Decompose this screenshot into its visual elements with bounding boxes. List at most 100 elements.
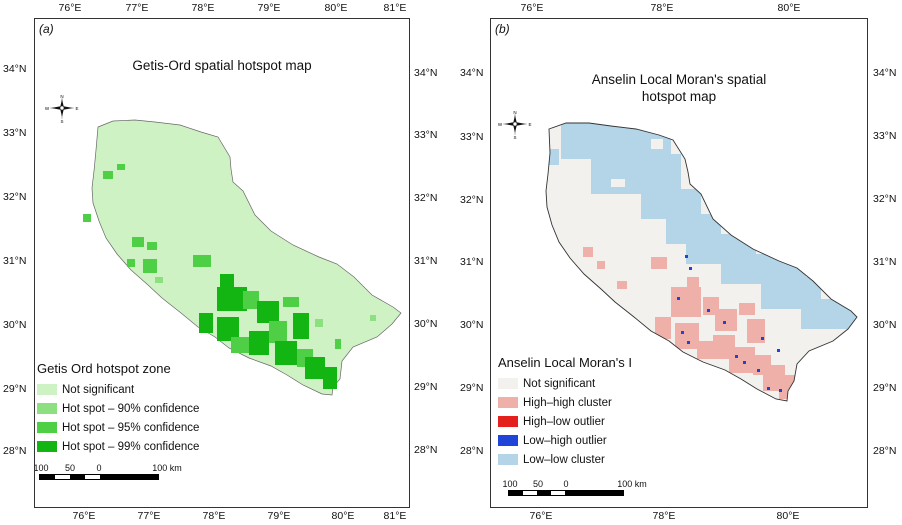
lat-tick-right: 34°N xyxy=(873,67,897,79)
legend-swatch xyxy=(498,397,518,408)
map-frame: (a) Getis-Ord spatial hotspot map N S W … xyxy=(34,18,410,508)
lat-tick-right: 31°N xyxy=(414,255,438,267)
panel-anselin-moran: 76°E 78°E 80°E 76°E 78°E 80°E 34°N 33°N … xyxy=(457,0,902,525)
lon-tick-top: 80°E xyxy=(777,2,801,14)
legend-swatch xyxy=(37,403,57,414)
legend-label: Not significant xyxy=(62,383,135,396)
lon-tick-bottom: 76°E xyxy=(72,510,96,522)
lon-tick-top: 78°E xyxy=(191,2,215,14)
lat-tick-right: 30°N xyxy=(414,318,438,330)
svg-text:S: S xyxy=(60,119,63,123)
lon-tick-top: 77°E xyxy=(125,2,149,14)
scale-bar: 100 50 0 100 km xyxy=(35,463,182,480)
lat-tick-right: 34°N xyxy=(414,67,438,79)
lat-tick-right: 30°N xyxy=(873,319,897,331)
legend-swatch xyxy=(498,416,518,427)
legend-swatch xyxy=(37,422,57,433)
legend-label: Hot spot – 95% confidence xyxy=(62,421,200,434)
study-area-boundary xyxy=(91,119,402,396)
lat-tick-left: 34°N xyxy=(3,63,27,75)
lon-tick-bottom: 78°E xyxy=(652,510,676,522)
lon-tick-bottom: 79°E xyxy=(267,510,291,522)
lat-tick-left: 29°N xyxy=(460,382,484,394)
lat-tick-left: 31°N xyxy=(460,256,484,268)
study-area-map xyxy=(545,122,858,402)
lon-tick-bottom: 80°E xyxy=(331,510,355,522)
legend-title: Getis Ord hotspot zone xyxy=(37,361,171,376)
legend-item: Hot spot – 90% confidence xyxy=(37,399,199,418)
lat-tick-left: 32°N xyxy=(3,191,27,203)
legend-swatch xyxy=(498,454,518,465)
lat-tick-left: 33°N xyxy=(3,127,27,139)
panel-label: (a) xyxy=(39,22,54,36)
lat-tick-left: 30°N xyxy=(460,319,484,331)
lon-tick-top: 78°E xyxy=(650,2,674,14)
lon-tick-bottom: 76°E xyxy=(529,510,553,522)
scale-label: 0 xyxy=(96,463,102,473)
legend: Anselin Local Moran's I Not significant … xyxy=(498,355,632,469)
lat-tick-right: 31°N xyxy=(873,256,897,268)
lat-tick-left: 28°N xyxy=(3,445,27,457)
hotspot-cells xyxy=(83,164,376,389)
map-title-line: Anselin Local Moran's spatial xyxy=(591,72,767,87)
svg-text:W: W xyxy=(498,122,503,127)
legend-title: Anselin Local Moran's I xyxy=(498,355,632,370)
lat-tick-right: 29°N xyxy=(873,382,897,394)
lat-tick-right: 28°N xyxy=(414,444,438,456)
lat-tick-left: 30°N xyxy=(3,319,27,331)
svg-text:W: W xyxy=(45,106,50,111)
lon-tick-top: 79°E xyxy=(257,2,281,14)
legend-swatch xyxy=(498,378,518,389)
legend-item: High–high cluster xyxy=(498,393,632,412)
scale-label: 100 km xyxy=(617,479,647,489)
lon-tick-top: 76°E xyxy=(58,2,82,14)
legend-item: Low–low cluster xyxy=(498,450,632,469)
lon-tick-bottom: 78°E xyxy=(202,510,226,522)
legend-item: Low–high outlier xyxy=(498,431,632,450)
map-title: Anselin Local Moran's spatial hotspot ma… xyxy=(491,71,867,105)
legend-item: Not significant xyxy=(37,380,199,399)
scale-label: 50 xyxy=(64,463,76,473)
map-frame: (b) Anselin Local Moran's spatial hotspo… xyxy=(490,18,868,508)
panel-label: (b) xyxy=(495,22,510,36)
legend-label: Low–low cluster xyxy=(523,453,605,466)
study-area-map xyxy=(83,119,402,396)
lon-tick-bottom: 81°E xyxy=(383,510,407,522)
legend-label: Not significant xyxy=(523,377,596,390)
scale-label: 100 xyxy=(502,479,518,489)
lat-tick-left: 29°N xyxy=(3,383,27,395)
legend-item: Hot spot – 95% confidence xyxy=(37,418,199,437)
legend-label: High–low outlier xyxy=(523,415,605,428)
lat-tick-left: 34°N xyxy=(460,67,484,79)
lon-tick-top: 76°E xyxy=(520,2,544,14)
legend-item: Hot spot – 99% confidence xyxy=(37,437,199,456)
svg-text:N: N xyxy=(60,94,63,99)
legend-label: Low–high outlier xyxy=(523,434,607,447)
lon-tick-top: 81°E xyxy=(383,2,407,14)
legend-item: High–low outlier xyxy=(498,412,632,431)
scale-label: 50 xyxy=(532,479,544,489)
lat-tick-right: 33°N xyxy=(873,130,897,142)
lon-tick-bottom: 77°E xyxy=(137,510,161,522)
scale-label: 100 xyxy=(34,463,49,473)
panel-getis-ord: 76°E 77°E 78°E 79°E 80°E 81°E 76°E 77°E … xyxy=(0,0,445,525)
svg-text:E: E xyxy=(528,122,531,127)
svg-text:S: S xyxy=(513,135,516,139)
legend: Getis Ord hotspot zone Not significant H… xyxy=(37,361,199,456)
scale-label: 100 km xyxy=(152,463,182,473)
lat-tick-right: 32°N xyxy=(873,193,897,205)
lat-tick-right: 33°N xyxy=(414,129,438,141)
lon-tick-bottom: 80°E xyxy=(776,510,800,522)
map-title: Getis-Ord spatial hotspot map xyxy=(132,58,312,73)
scale-bar: 100 50 0 100 km xyxy=(502,479,647,496)
legend-swatch xyxy=(37,384,57,395)
lat-tick-left: 32°N xyxy=(460,194,484,206)
legend-swatch xyxy=(37,441,57,452)
map-title-line: hotspot map xyxy=(641,89,717,104)
lat-tick-left: 28°N xyxy=(460,445,484,457)
lat-tick-right: 28°N xyxy=(873,445,897,457)
svg-text:E: E xyxy=(75,106,78,111)
lat-tick-right: 32°N xyxy=(414,192,438,204)
north-arrow-icon: N S W E xyxy=(498,109,532,144)
lat-tick-left: 33°N xyxy=(460,131,484,143)
